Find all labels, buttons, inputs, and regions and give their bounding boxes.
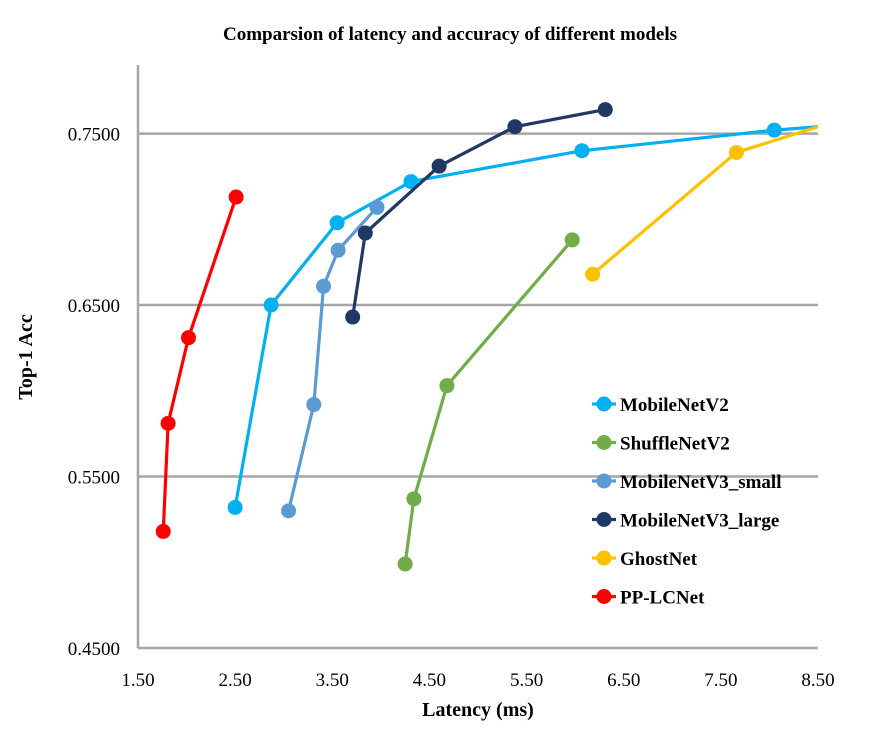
- data-point: [585, 266, 601, 282]
- series-line: [591, 125, 819, 276]
- legend-item: PP-LCNet: [592, 588, 705, 609]
- data-point: [227, 499, 243, 515]
- data-point: [597, 102, 613, 118]
- data-point: [403, 174, 419, 190]
- data-point: [181, 330, 197, 346]
- data-point: [345, 309, 361, 325]
- x-tick-label: 3.50: [316, 670, 349, 691]
- legend-label: ShuffleNetV2: [620, 434, 730, 455]
- x-tick-label: 6.50: [607, 670, 640, 691]
- x-tick-label: 5.50: [510, 670, 543, 691]
- data-point: [406, 491, 422, 507]
- series-line: [403, 238, 574, 565]
- data-point: [155, 523, 171, 539]
- legend-marker: [596, 473, 612, 489]
- series-0: [227, 122, 819, 515]
- x-tick-label: 2.50: [219, 670, 252, 691]
- x-tick-label: 8.50: [801, 670, 834, 691]
- series-line: [161, 196, 238, 532]
- y-tick-label: 0.5500: [68, 468, 120, 489]
- data-point: [330, 242, 346, 258]
- legend-item: MobileNetV2: [592, 395, 729, 416]
- data-point: [160, 415, 176, 431]
- y-tick-label: 0.7500: [68, 125, 120, 146]
- tick-labels: 0.4500 0.5500 0.6500 0.7500 1.50 2.50 3.50 4.50…: [68, 125, 835, 691]
- data-point: [564, 232, 580, 248]
- legend-label: GhostNet: [620, 549, 698, 570]
- legend-marker: [596, 396, 612, 412]
- legend-marker: [596, 550, 612, 566]
- legend-label: MobileNetV3_small: [620, 472, 781, 493]
- y-tick-label: 0.6500: [68, 296, 120, 317]
- data-point: [357, 225, 373, 241]
- legend-label: MobileNetV3_large: [620, 511, 779, 532]
- chart-title: Comparsion of latency and accuracy of di…: [223, 24, 677, 45]
- data-point: [281, 503, 297, 519]
- legend-item: MobileNetV3_small: [592, 472, 781, 493]
- legend-marker: [596, 435, 612, 450]
- x-tick-label: 7.50: [704, 670, 737, 691]
- gridlines: [138, 132, 818, 478]
- legend-item: GhostNet: [592, 549, 698, 570]
- x-tick-label: 4.50: [413, 670, 446, 691]
- data-point: [228, 189, 244, 205]
- legend-label: MobileNetV2: [620, 395, 729, 416]
- legend-marker: [596, 589, 612, 604]
- series-2: [281, 199, 385, 519]
- data-point: [329, 215, 345, 231]
- data-point: [728, 144, 744, 160]
- data-point: [263, 297, 279, 313]
- data-point: [431, 158, 447, 174]
- series-4: [585, 125, 819, 282]
- y-axis-label: Top-1 Acc: [15, 314, 37, 400]
- x-axis-label: Latency (ms): [422, 699, 534, 721]
- data-point: [766, 122, 782, 138]
- data-point: [439, 378, 455, 394]
- legend-item: ShuffleNetV2: [592, 434, 730, 455]
- legend: MobileNetV2 ShuffleNetV2 MobileNetV3_small…: [592, 395, 781, 609]
- data-point: [316, 278, 332, 294]
- legend-label: PP-LCNet: [620, 588, 705, 609]
- data-point: [397, 556, 413, 572]
- data-point: [306, 397, 322, 413]
- series-5: [155, 189, 244, 539]
- legend-item: MobileNetV3_large: [592, 511, 779, 532]
- data-point: [574, 143, 590, 159]
- data-point: [369, 199, 385, 215]
- legend-marker: [596, 512, 612, 527]
- series-3: [345, 102, 613, 325]
- series-lines: [155, 102, 819, 572]
- data-point: [507, 119, 523, 135]
- series-1: [397, 232, 580, 572]
- x-tick-label: 1.50: [121, 670, 154, 691]
- series-line: [351, 108, 606, 318]
- y-tick-label: 0.4500: [68, 639, 120, 660]
